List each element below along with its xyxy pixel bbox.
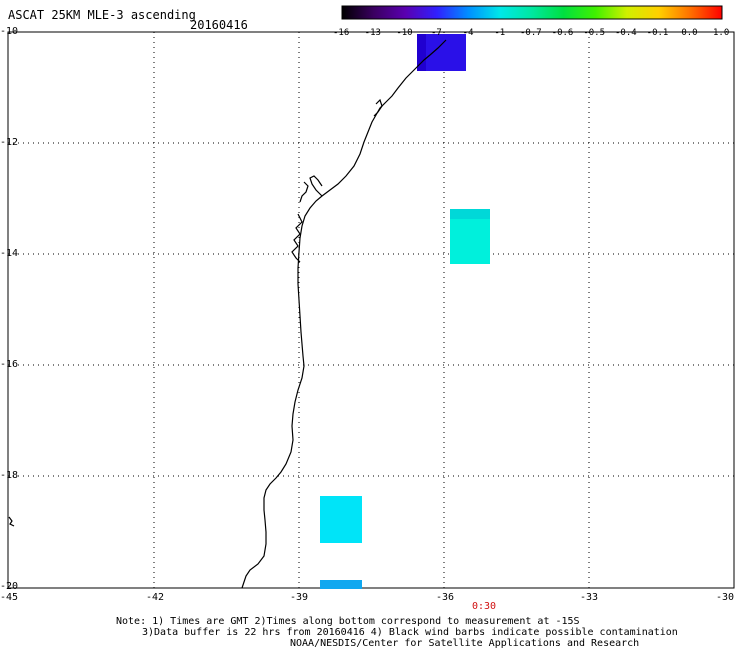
colorbar-label: -4	[462, 28, 474, 38]
colorbar-label: -10	[396, 28, 413, 38]
note-line-2: 3)Data buffer is 22 hrs from 20160416 4)…	[142, 627, 678, 638]
colorbar-label: -0.6	[551, 28, 574, 38]
y-label-20: -20	[0, 581, 19, 592]
y-label-10: -10	[0, 26, 19, 37]
x-label-33: -33	[580, 592, 599, 603]
x-label-39: -39	[290, 592, 309, 603]
cell-blue-top-edge	[417, 34, 426, 71]
x-label-45: -45	[0, 592, 19, 603]
note-line-3: NOAA/NESDIS/Center for Satellite Applica…	[290, 638, 640, 649]
coastline-inlet	[373, 98, 383, 117]
map-date: 20160416	[190, 18, 248, 32]
colorbar-label: 1.0	[713, 28, 730, 38]
colorbar-label: -7	[431, 28, 442, 38]
coastline-bay	[291, 175, 323, 263]
gridlines	[8, 32, 734, 588]
y-label-12: -12	[0, 137, 19, 148]
x-label-30: -30	[716, 592, 735, 603]
colorbar-label: -0.4	[615, 28, 637, 38]
colorbar-label: -0.1	[646, 28, 669, 38]
y-label-18: -18	[0, 470, 19, 481]
x-label-36: -36	[436, 592, 455, 603]
colorbar-label: -13	[364, 28, 381, 38]
cell-aqua-mid-top	[450, 209, 490, 219]
colorbar-strip	[341, 5, 723, 20]
y-label-16: -16	[0, 359, 19, 370]
y-label-14: -14	[0, 248, 19, 259]
colorbar	[341, 5, 723, 20]
island-marks	[8, 516, 15, 527]
colorbar-label: -0.5	[583, 28, 606, 38]
cell-cyan-south	[320, 496, 362, 543]
plot-frame	[7, 31, 735, 589]
cell-aqua-mid	[450, 219, 490, 264]
colorbar-label: -16	[333, 28, 350, 38]
cell-sky-bottom	[320, 580, 362, 589]
time-marker: 0:30	[472, 601, 497, 612]
colorbar-label: -1	[494, 28, 506, 38]
colorbar-label: -0.7	[520, 28, 542, 38]
map-title: ASCAT 25KM MLE-3 ascending	[8, 8, 196, 22]
colorbar-label: 0.0	[681, 28, 698, 38]
x-label-42: -42	[146, 592, 165, 603]
note-line-1: Note: 1) Times are GMT 2)Times along bot…	[116, 616, 580, 627]
